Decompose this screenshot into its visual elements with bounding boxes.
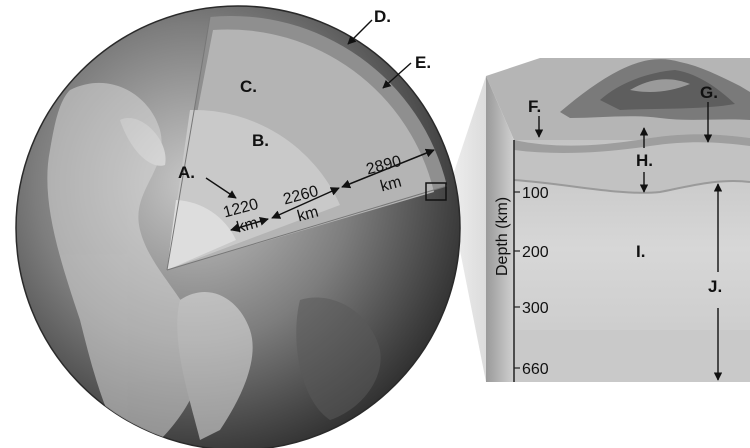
inner-core-unit: km xyxy=(235,215,260,237)
tick-660: 660 xyxy=(522,361,549,378)
mantle-arrow xyxy=(341,148,435,189)
label-g: G. xyxy=(700,83,718,102)
zoom-projection xyxy=(448,76,486,382)
label-h: H. xyxy=(636,151,653,170)
tick-300: 300 xyxy=(522,300,549,317)
outer-core-unit: km xyxy=(295,203,320,225)
label-e: E. xyxy=(415,53,431,72)
lithosphere-block xyxy=(486,58,750,382)
outer-core-arrow xyxy=(271,187,340,219)
landmass-texture xyxy=(47,82,381,440)
label-b: B. xyxy=(252,131,269,150)
label-f: F. xyxy=(528,97,541,116)
label-i: I. xyxy=(636,242,645,261)
label-d-arrow xyxy=(347,19,373,45)
inner-core-layer xyxy=(167,200,236,270)
label-d: D. xyxy=(374,7,391,26)
depth-axis-title: Depth (km) xyxy=(494,197,511,276)
label-e-arrow xyxy=(382,62,412,89)
depth-ticks: 100 200 300 660 xyxy=(514,185,549,378)
mantle-unit: km xyxy=(378,173,403,195)
label-c: C. xyxy=(240,77,257,96)
label-a: A. xyxy=(178,163,195,182)
zoom-box xyxy=(425,182,447,201)
tick-100: 100 xyxy=(522,185,549,202)
inner-core-arrow xyxy=(230,216,269,233)
label-j: J. xyxy=(708,277,722,296)
tick-200: 200 xyxy=(522,244,549,261)
label-a-arrow xyxy=(205,177,237,199)
